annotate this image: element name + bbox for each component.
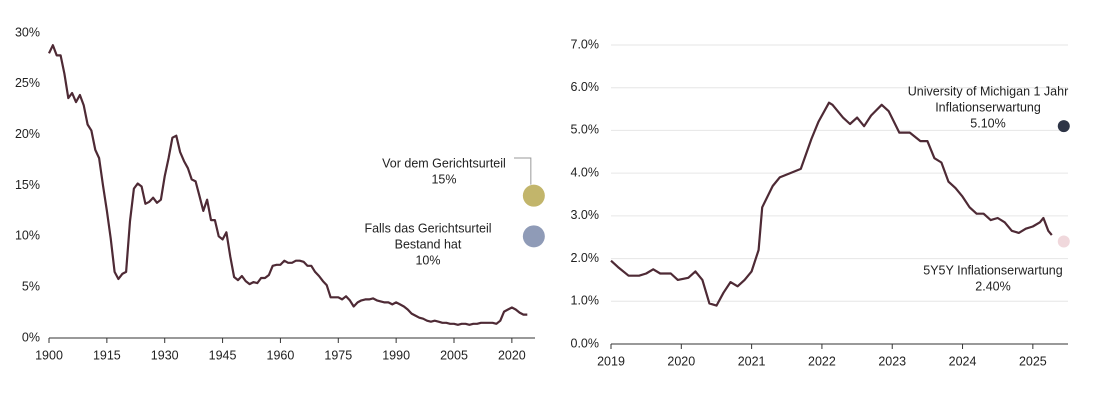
y-tick-label: 6.0% <box>571 80 600 94</box>
line <box>610 101 1053 307</box>
annotation-text: 15% <box>431 172 456 186</box>
annotation-dot <box>1057 235 1070 248</box>
annotation-dot <box>522 225 545 248</box>
x-tick-label: 1990 <box>382 348 410 362</box>
x-tick-label: 2020 <box>498 348 526 362</box>
annotation-text: Inflationserwartung <box>935 100 1041 114</box>
annotation-dot <box>1057 120 1070 133</box>
annotation-text: University of Michigan 1 Jahr <box>908 84 1068 98</box>
y-tick-label: 1.0% <box>571 294 600 308</box>
y-tick-label: 0.0% <box>571 336 600 350</box>
y-tick-label: 25% <box>15 76 40 90</box>
line <box>48 44 528 326</box>
x-tick-label: 2022 <box>808 354 836 368</box>
annotation-leader <box>514 157 532 185</box>
x-tick-label: 2019 <box>597 354 625 368</box>
annotation-text: Falls das Gerichtsurteil <box>364 221 491 235</box>
x-tick-label: 1915 <box>93 348 121 362</box>
x-tick-label: 2005 <box>440 348 468 362</box>
x-tick-label: 2021 <box>738 354 766 368</box>
annotation-text: Vor dem Gerichtsurteil <box>382 156 506 170</box>
y-tick-label: 30% <box>15 25 40 39</box>
annotation-text: 2.40% <box>975 279 1010 293</box>
y-tick-label: 2.0% <box>571 251 600 265</box>
annotation-text: 10% <box>415 253 440 267</box>
x-tick-label: 1900 <box>35 348 63 362</box>
x-tick-label: 2020 <box>667 354 695 368</box>
x-tick-label: 2023 <box>878 354 906 368</box>
y-tick-label: 5.0% <box>571 123 600 137</box>
annotation-dot <box>522 184 545 207</box>
y-tick-label: 5% <box>22 279 40 293</box>
x-tick-label: 1930 <box>151 348 179 362</box>
y-tick-label: 15% <box>15 178 40 192</box>
x-tick-label: 1975 <box>324 348 352 362</box>
x-tick-label: 2025 <box>1019 354 1047 368</box>
y-tick-label: 10% <box>15 229 40 243</box>
annotation-text: 5Y5Y Inflationserwartung <box>923 263 1062 277</box>
x-tick-label: 1960 <box>267 348 295 362</box>
y-tick-label: 4.0% <box>571 165 600 179</box>
x-tick-label: 1945 <box>209 348 237 362</box>
annotation-text: Bestand hat <box>395 237 462 251</box>
y-tick-label: 20% <box>15 127 40 141</box>
y-tick-label: 3.0% <box>571 208 600 222</box>
y-tick-label: 0% <box>22 330 40 344</box>
annotation-text: 5.10% <box>970 116 1005 130</box>
y-tick-label: 7.0% <box>571 37 600 51</box>
x-tick-label: 2024 <box>949 354 977 368</box>
